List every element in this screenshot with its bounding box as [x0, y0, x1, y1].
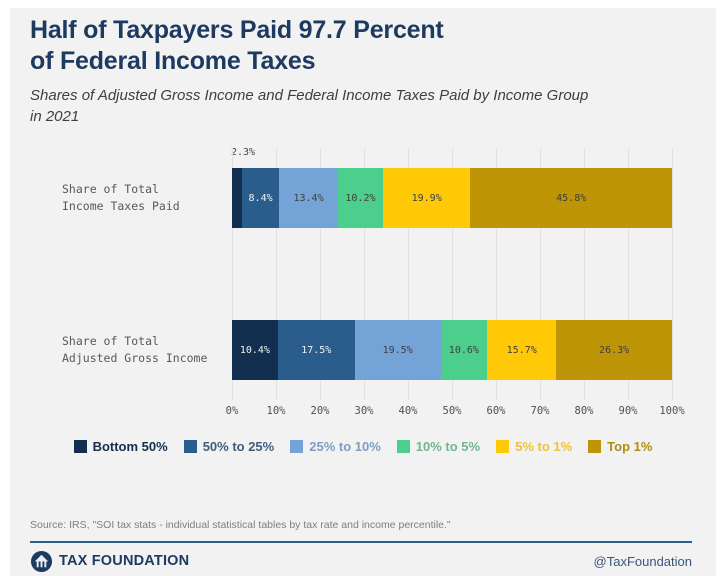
bar-segment: 17.5% [277, 320, 355, 380]
bar-segment-label: 10.2% [345, 192, 376, 204]
legend-swatch [183, 440, 197, 453]
chart-title: Half of Taxpayers Paid 97.7 Percent of F… [30, 16, 444, 75]
footer: TAX FOUNDATION @TaxFoundation [30, 548, 692, 574]
gridline [540, 148, 541, 400]
legend-label: 5% to 1% [515, 439, 573, 454]
bar-segment-label: 15.7% [506, 344, 537, 356]
legend-swatch [73, 440, 87, 453]
x-tick-label: 100% [659, 405, 685, 417]
bar-row: 8.4% 13.4% 10.2% 19.9% 45.8% [232, 168, 672, 228]
x-tick-label: 50% [442, 405, 462, 417]
bar-segment-label: 10.4% [239, 344, 270, 356]
bar-segment-label: 10.6% [448, 344, 479, 356]
bar-segment: 19.9% [382, 168, 471, 228]
x-tick-label: 90% [618, 405, 638, 417]
bar-segment-label: 17.5% [301, 344, 332, 356]
legend-swatch [290, 440, 304, 453]
bar-segment: 10.6% [440, 320, 488, 380]
x-tick-label: 80% [574, 405, 594, 417]
gridline [408, 148, 409, 400]
bar-row: 10.4% 17.5% 19.5% 10.6% 15.7% 26.3% [232, 320, 672, 380]
bar-segment-label: 8.4% [248, 192, 273, 204]
brand-name: TAX FOUNDATION [59, 553, 190, 569]
social-handle: @TaxFoundation [593, 553, 692, 569]
chart-card: Half of Taxpayers Paid 97.7 Percent of F… [10, 8, 716, 576]
source-note: Source: IRS, "SOI tax stats - individual… [30, 519, 451, 531]
gridline [276, 148, 277, 400]
gridline [320, 148, 321, 400]
bar-segment: 13.4% [279, 168, 339, 228]
bar-segment-label: 13.4% [293, 192, 324, 204]
legend-swatch [396, 440, 410, 453]
bar-segment: 10.2% [338, 168, 383, 228]
legend-swatch [588, 440, 602, 453]
bar-segment: 45.8% [470, 168, 672, 228]
x-tick-label: 20% [310, 405, 330, 417]
bar-segment: 10.4% [232, 320, 278, 380]
category-label-income-taxes-paid: Share of Total Income Taxes Paid [62, 182, 180, 213]
legend-item: 50% to 25% [183, 439, 275, 454]
legend-item: 10% to 5% [396, 439, 481, 454]
gridline [672, 148, 673, 400]
outside-bar-value-label: 2.3% [231, 147, 256, 158]
bar-segment-label: 26.3% [599, 344, 630, 356]
legend-item: 25% to 10% [290, 439, 381, 454]
bar-segment: 15.7% [487, 320, 557, 380]
bar-segment-label: 19.5% [382, 344, 413, 356]
gridline [364, 148, 365, 400]
gridline [496, 148, 497, 400]
footer-divider [30, 541, 692, 543]
x-tick-label: 0% [225, 405, 239, 417]
legend-label: 50% to 25% [202, 439, 275, 454]
bar-segment [232, 168, 243, 228]
legend-label: Bottom 50% [92, 439, 168, 454]
plot-area: 8.4% 13.4% 10.2% 19.9% 45.8% 10.4% 17.5% 19.5% 1… [232, 148, 673, 400]
gridline [628, 148, 629, 400]
chart-subtitle: Shares of Adjusted Gross Income and Fede… [30, 87, 589, 125]
legend-label: 10% to 5% [415, 439, 481, 454]
bar-segment-label: 45.8% [556, 192, 587, 204]
bar-segment: 19.5% [354, 320, 441, 380]
bar-segment: 26.3% [556, 320, 672, 380]
legend-item: Top 1% [588, 439, 652, 454]
legend-item: 5% to 1% [496, 439, 572, 454]
bar-segment-label: 19.9% [411, 192, 442, 204]
x-tick-label: 30% [354, 405, 374, 417]
bar-segment: 8.4% [242, 168, 280, 228]
gridline [232, 148, 233, 400]
x-tick-label: 10% [266, 405, 286, 417]
legend-swatch [496, 440, 510, 453]
x-tick-label: 70% [530, 405, 550, 417]
legend-label: 25% to 10% [309, 439, 381, 454]
x-tick-label: 40% [398, 405, 418, 417]
gridline [452, 148, 453, 400]
gridline [584, 148, 585, 400]
legend: Bottom 50% 50% to 25% 25% to 10% 10% to 5% 5… [10, 439, 716, 454]
legend-label: Top 1% [607, 439, 653, 454]
legend-item: Bottom 50% [73, 439, 168, 454]
x-tick-label: 60% [486, 405, 506, 417]
tax-foundation-logo-icon [30, 550, 53, 572]
x-axis: 0% 10% 20% 30% 40% 50% 60% 70% 80% 90% 100% [226, 405, 685, 419]
category-label-adjusted-gross-income: Share of Total Adjusted Gross Income [62, 334, 208, 365]
